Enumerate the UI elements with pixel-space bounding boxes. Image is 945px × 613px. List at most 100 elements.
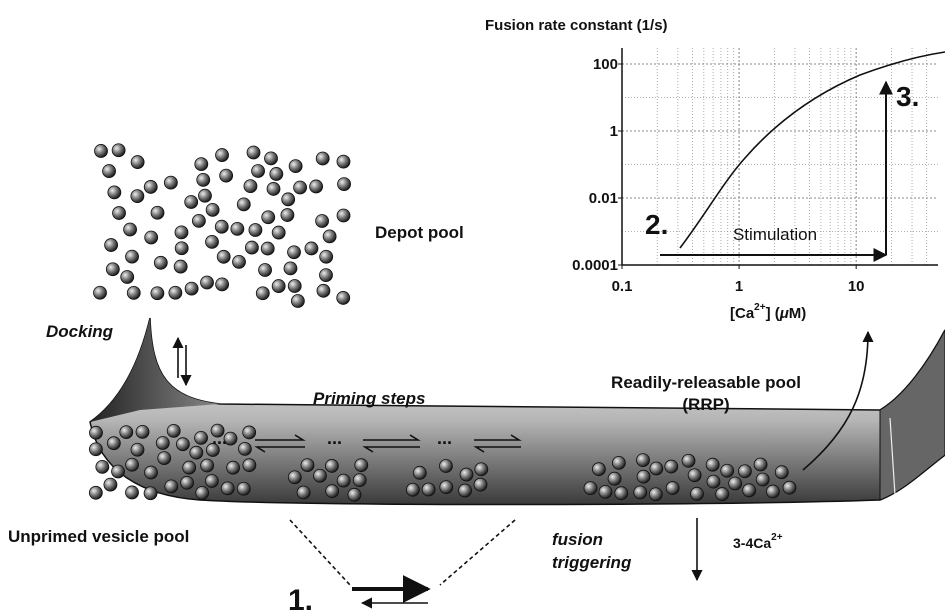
- vesicle: [337, 291, 350, 304]
- vesicle: [261, 242, 274, 255]
- vesicle: [127, 286, 140, 299]
- y-tick-label: 0.01: [589, 190, 618, 207]
- vesicle: [766, 485, 779, 498]
- vesicle: [316, 152, 329, 165]
- calcium-sup: 2+: [771, 532, 783, 543]
- vesicle: [112, 465, 125, 478]
- vesicle: [289, 160, 302, 173]
- vesicle: [175, 226, 188, 239]
- vesicle: [584, 482, 597, 495]
- vesicle: [305, 242, 318, 255]
- vesicle: [337, 474, 350, 487]
- figure: Depot pool Docking Priming steps Readily…: [0, 0, 945, 613]
- vesicle: [599, 485, 612, 498]
- vesicle: [131, 156, 144, 169]
- vesicle: [131, 190, 144, 203]
- vesicle: [337, 155, 350, 168]
- vesicle: [121, 270, 134, 283]
- vesicle: [475, 463, 488, 476]
- vesicle: [459, 484, 472, 497]
- vesicle: [244, 180, 257, 193]
- vesicle: [221, 482, 234, 495]
- vesicle: [197, 173, 210, 186]
- vesicle: [233, 255, 246, 268]
- vesicle: [108, 186, 121, 199]
- vesicle: [175, 242, 188, 255]
- vesicle: [688, 469, 701, 482]
- vesicle: [288, 246, 301, 259]
- vesicle: [353, 474, 366, 487]
- vesicle: [104, 478, 117, 491]
- vesicle: [216, 149, 229, 162]
- vesicle: [198, 189, 211, 202]
- vesicle: [238, 442, 251, 455]
- vesicle: [316, 214, 329, 227]
- vesicle: [608, 472, 621, 485]
- vesicle: [690, 487, 703, 500]
- dots: ...: [327, 428, 342, 448]
- vesicle: [206, 203, 219, 216]
- vesicle: [215, 220, 228, 233]
- vesicle: [105, 239, 118, 252]
- vesicle: [201, 459, 214, 472]
- vesicle: [243, 426, 256, 439]
- x-label-part: [Ca: [730, 305, 755, 322]
- vesicle: [413, 466, 426, 479]
- vesicle: [355, 459, 368, 472]
- vesicle: [154, 256, 167, 269]
- vesicle: [422, 483, 435, 496]
- dots: ...: [437, 428, 452, 448]
- vesicle: [323, 230, 336, 243]
- vesicle: [126, 250, 139, 263]
- vesicle: [156, 436, 169, 449]
- x-label-unit: μ: [779, 305, 789, 322]
- vesicle: [783, 481, 796, 494]
- vesicle: [169, 286, 182, 299]
- dashed-line: [290, 520, 350, 585]
- vesicle: [326, 485, 339, 498]
- dots: ...: [212, 428, 227, 448]
- vesicle: [192, 214, 205, 227]
- vesicle: [439, 460, 452, 473]
- vesicle: [310, 180, 323, 193]
- vesicle: [474, 478, 487, 491]
- fusion-label: triggering: [552, 553, 632, 572]
- vesicle: [151, 287, 164, 300]
- y-tick-label: 0.0001: [572, 257, 618, 274]
- vesicle: [89, 443, 102, 456]
- step3-label: 3.: [896, 81, 919, 112]
- vesicle: [665, 460, 678, 473]
- vesicle: [96, 460, 109, 473]
- priming-label: Priming steps: [313, 389, 425, 408]
- docking-label: Docking: [46, 322, 114, 341]
- vesicle: [270, 167, 283, 180]
- vesicle: [195, 431, 208, 444]
- trough: [90, 318, 945, 505]
- vesicle: [282, 193, 295, 206]
- rrp-label: (RRP): [682, 395, 729, 414]
- vesicle: [649, 488, 662, 501]
- vesicle: [126, 458, 139, 471]
- x-tick-label: 1: [735, 278, 743, 295]
- y-tick-label: 100: [593, 56, 618, 73]
- step1-label: 1.: [288, 584, 313, 613]
- vesicle: [284, 262, 297, 275]
- vesicle: [716, 488, 729, 501]
- vesicle: [113, 207, 126, 220]
- vesicle: [348, 488, 361, 501]
- vesicle: [103, 165, 116, 178]
- vesicle: [637, 470, 650, 483]
- vesicle: [281, 209, 294, 222]
- unprimed-label: Unprimed vesicle pool: [8, 527, 189, 546]
- inset-title: Fusion rate constant (1/s): [485, 17, 668, 34]
- vesicle: [158, 452, 171, 465]
- vesicle: [337, 209, 350, 222]
- vesicle: [205, 235, 218, 248]
- vesicle: [738, 465, 751, 478]
- vesicle: [185, 282, 198, 295]
- vesicle: [256, 287, 269, 300]
- vesicle: [338, 178, 351, 191]
- dashed-line: [440, 520, 515, 585]
- vesicle: [754, 458, 767, 471]
- vesicle: [440, 481, 453, 494]
